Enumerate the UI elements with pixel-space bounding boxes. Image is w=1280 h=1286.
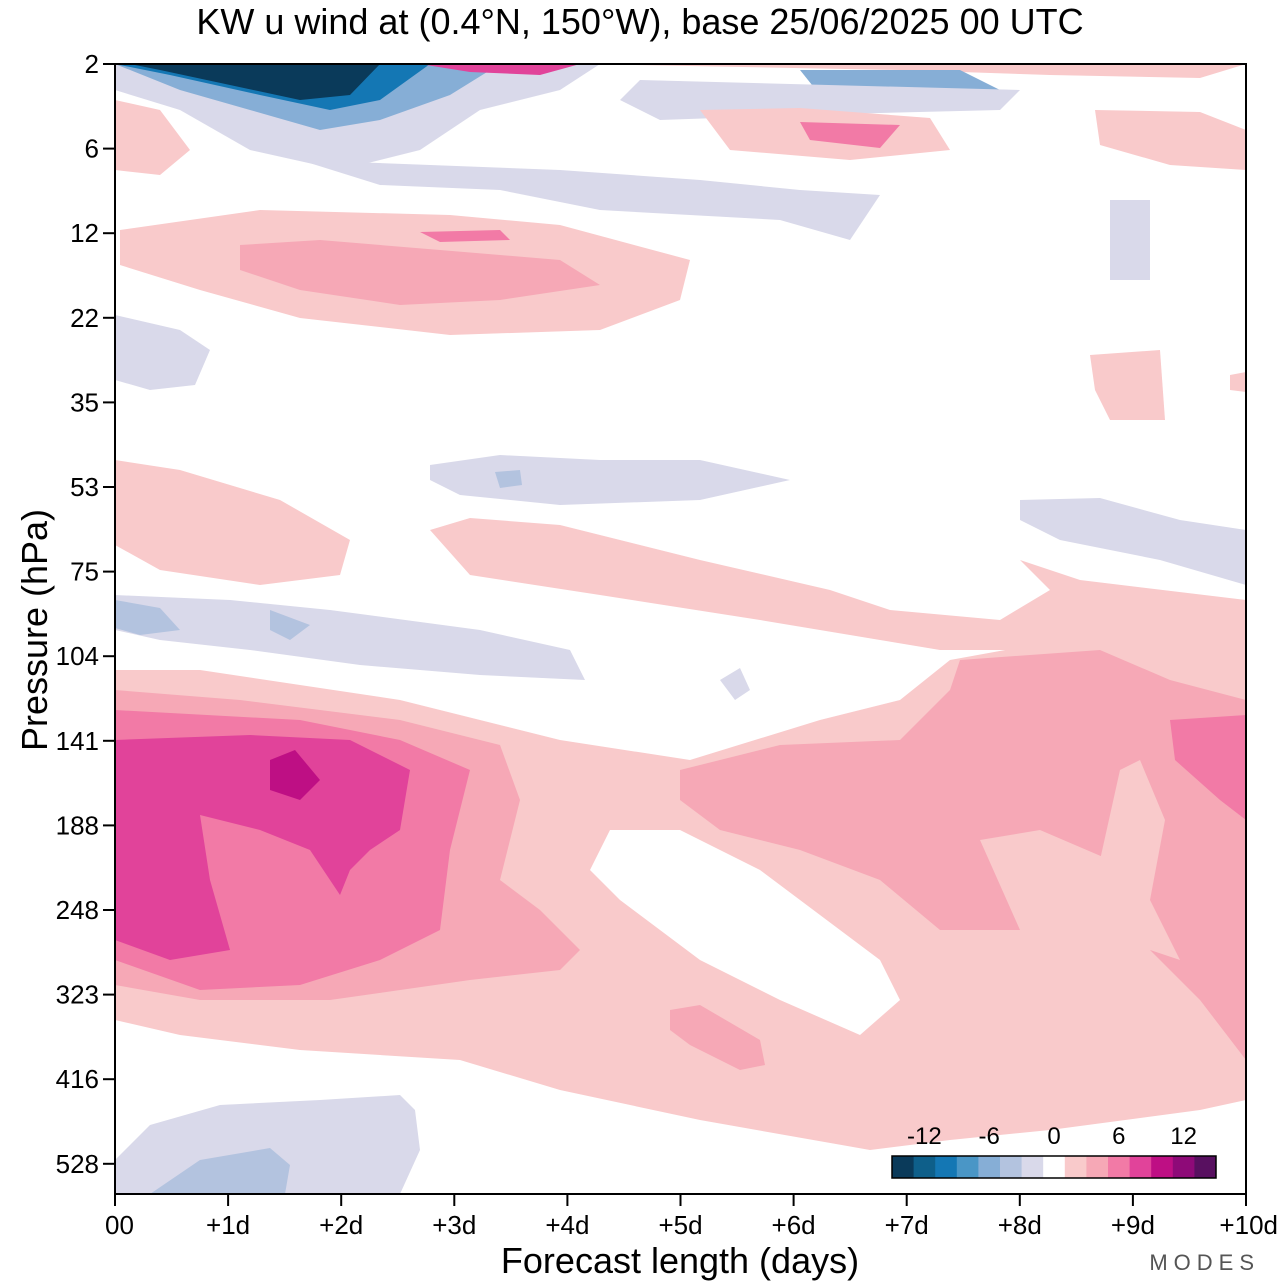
y-tick-label: 12 [70,218,99,248]
x-tick-label: +4d [545,1210,589,1240]
colorbar-swatch [1021,1156,1044,1178]
y-axis-label: Pressure (hPa) [14,508,55,752]
x-tick-label: +7d [885,1210,929,1240]
y-tick-label: 104 [56,641,99,671]
x-axis: 00 +1d +2d +3d +4d +5d +6d +7d +8d +9d +10d [105,1194,1278,1240]
y-tick-label: 22 [70,303,99,333]
y-tick-label: 528 [56,1149,99,1179]
x-tick-label: +3d [432,1210,476,1240]
y-tick-label: 323 [56,980,99,1010]
x-tick-label: +6d [772,1210,816,1240]
y-tick-label: 35 [70,387,99,417]
colorbar-swatch [978,1156,1001,1178]
brand-logo: MODES [1149,1250,1260,1275]
colorbar-label: 6 [1112,1123,1125,1150]
colorbar-swatch [1129,1156,1152,1178]
x-tick-label: 00 [105,1210,134,1240]
colorbar: -12 -6 0 6 12 [891,1123,1217,1179]
y-tick-label: 188 [56,810,99,840]
y-tick-label: 141 [56,726,99,756]
colorbar-frame [891,1155,1217,1179]
x-tick-label: +1d [206,1210,250,1240]
colorbar-label: 12 [1170,1123,1197,1150]
colorbar-swatch [1000,1156,1023,1178]
colorbar-swatch [892,1156,915,1178]
x-tick-label: +5d [658,1210,702,1240]
colorbar-swatch [1043,1156,1066,1178]
colorbar-swatch [956,1156,979,1178]
chart-title: KW u wind at (0.4°N, 150°W), base 25/06/… [196,1,1084,42]
x-tick-label: +10d [1219,1210,1278,1240]
y-tick-label: 75 [70,557,99,587]
x-tick-label: +8d [998,1210,1042,1240]
y-tick-label: 53 [70,472,99,502]
x-tick-label: +2d [319,1210,363,1240]
colorbar-swatch [1064,1156,1087,1178]
colorbar-label: -12 [907,1123,942,1150]
colorbar-swatch [913,1156,936,1178]
y-tick-label: 416 [56,1064,99,1094]
colorbar-swatch [1151,1156,1174,1178]
contour-fill [115,64,1246,1194]
colorbar-swatch [935,1156,958,1178]
colorbar-label: -6 [979,1123,1000,1150]
colorbar-swatch [1194,1156,1217,1178]
colorbar-label: 0 [1047,1123,1060,1150]
x-tick-label: +9d [1111,1210,1155,1240]
y-axis: 2 6 12 22 35 53 75 104 141 188 248 323 416 528 [56,49,115,1179]
x-axis-label: Forecast length (days) [500,1240,860,1281]
y-tick-label: 248 [56,895,99,925]
colorbar-swatch [1086,1156,1109,1178]
colorbar-swatch [1108,1156,1131,1178]
y-tick-label: 2 [85,49,99,79]
y-tick-label: 6 [85,134,99,164]
colorbar-swatch [1172,1156,1195,1178]
